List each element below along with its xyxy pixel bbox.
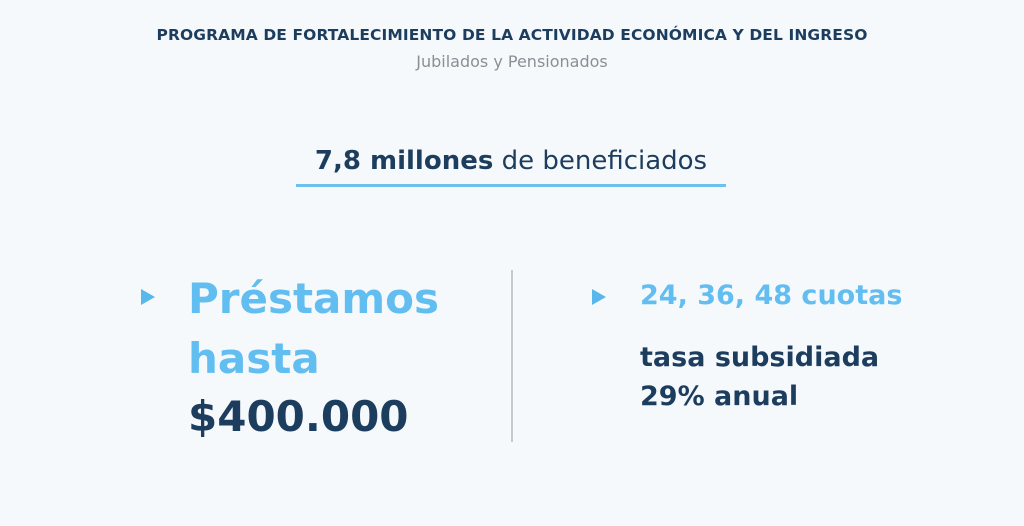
loan-label-line2: hasta (188, 334, 320, 383)
rate-value: 29% anual (640, 381, 799, 412)
triangle-right-icon (141, 289, 155, 305)
triangle-right-icon (592, 289, 606, 305)
installments-text: 24, 36, 48 cuotas (640, 280, 903, 311)
loan-amount: $400.000 (188, 392, 409, 441)
headline-underline (296, 184, 726, 187)
program-title: PROGRAMA DE FORTALECIMIENTO DE LA ACTIVI… (156, 26, 868, 44)
loan-label-line1: Préstamos (188, 274, 440, 323)
beneficiaries-headline: 7,8 millones de beneficiados (296, 146, 726, 176)
beneficiaries-count: 7,8 millones (314, 146, 494, 176)
program-subtitle: Jubilados y Pensionados (416, 52, 608, 71)
vertical-divider (511, 270, 513, 442)
rate-label: tasa subsidiada (640, 342, 880, 373)
beneficiaries-label: de beneficiados (493, 146, 708, 176)
